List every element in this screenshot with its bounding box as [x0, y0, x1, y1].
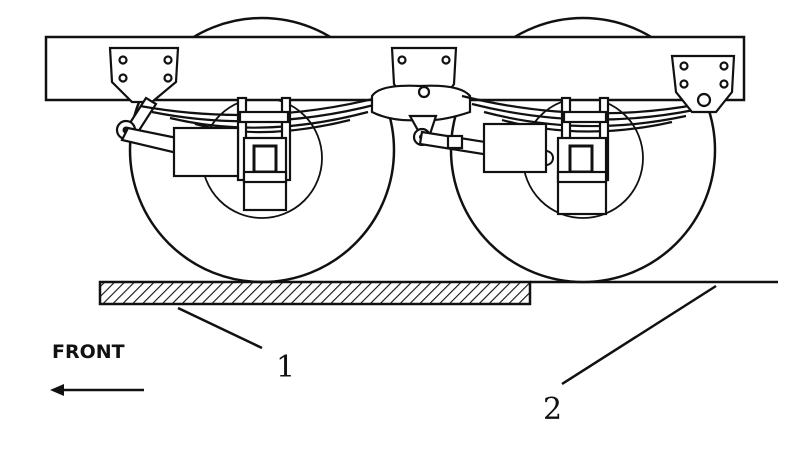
front-direction-arrow — [50, 384, 144, 396]
callout-2-leader — [561, 284, 717, 386]
center-equalizer — [370, 46, 472, 136]
front-axle-seat — [172, 96, 292, 212]
rear-axle-seat — [482, 96, 610, 216]
front-label: FRONT — [52, 341, 125, 363]
rear-spring-hanger — [670, 54, 736, 114]
hatched-block — [98, 280, 532, 306]
callout-1-label: 1 — [276, 350, 295, 385]
callout-2-label: 2 — [543, 392, 562, 427]
callout-1-leader — [177, 306, 263, 350]
front-spring-hanger — [108, 46, 180, 104]
